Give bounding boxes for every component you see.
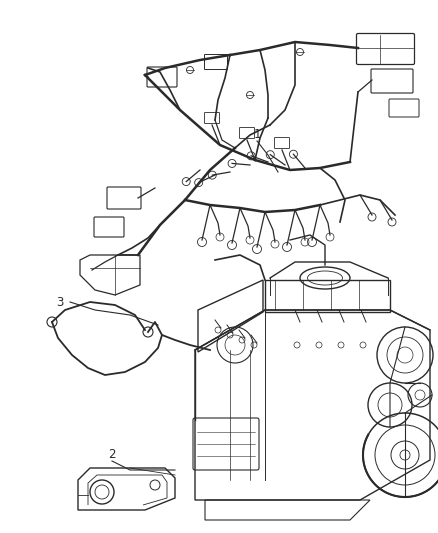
Text: 3: 3 [57, 295, 64, 309]
Text: 1: 1 [253, 128, 261, 141]
Text: 2: 2 [108, 448, 116, 462]
